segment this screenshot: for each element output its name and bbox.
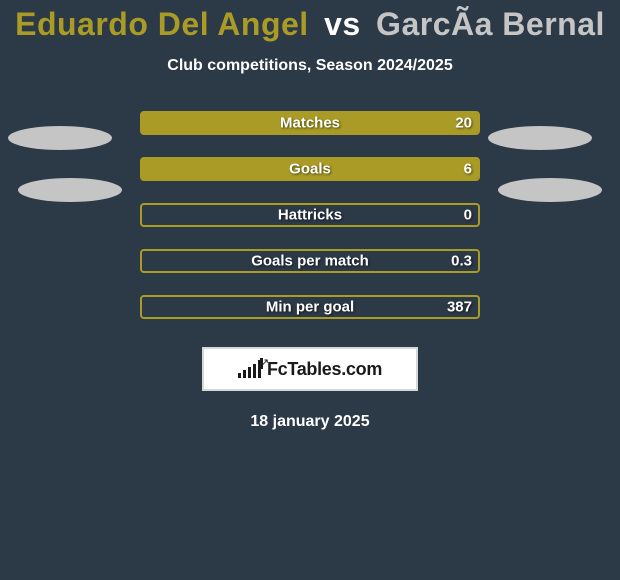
bar-outline	[140, 203, 480, 227]
stat-row: Min per goal387	[140, 295, 480, 319]
bar-chart-growth-icon: ↗	[238, 360, 261, 378]
subtitle: Club competitions, Season 2024/2025	[0, 57, 620, 75]
player-b-badge	[488, 126, 592, 150]
bar-outline	[140, 295, 480, 319]
stat-row: Goals6	[140, 157, 480, 181]
player-a-badge	[18, 178, 122, 202]
bar-outline	[140, 249, 480, 273]
logo-text: FcTables.com	[267, 359, 382, 380]
player-b-name: GarcÃa Bernal	[376, 6, 605, 42]
stat-row: Goals per match0.3	[140, 249, 480, 273]
vs-word: vs	[324, 6, 361, 42]
stat-row: Hattricks0	[140, 203, 480, 227]
bar-fill-b	[142, 113, 478, 133]
date-label: 18 january 2025	[0, 413, 620, 431]
bar-fill-b	[142, 159, 478, 179]
player-a-name: Eduardo Del Angel	[15, 6, 309, 42]
player-a-badge	[8, 126, 112, 150]
page-title: Eduardo Del Angel vs GarcÃa Bernal	[0, 6, 620, 43]
fctables-logo[interactable]: ↗ FcTables.com	[202, 347, 418, 391]
comparison-card: Eduardo Del Angel vs GarcÃa Bernal Club …	[0, 0, 620, 580]
stat-row: Matches20	[140, 111, 480, 135]
player-b-badge	[498, 178, 602, 202]
